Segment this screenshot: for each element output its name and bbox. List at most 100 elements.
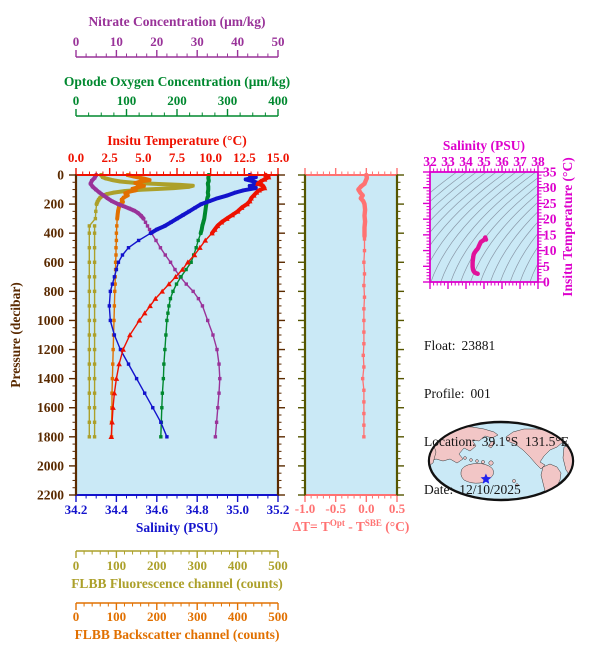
svg-text:1800: 1800 (37, 429, 64, 444)
salinity-axis: 34.2 34.4 34.6 34.8 35.0 35.2 Salinity (PSU) (65, 502, 290, 535)
date-value: 12/10/2025 (459, 482, 521, 497)
svg-text:400: 400 (228, 609, 248, 624)
date-label: Date: (424, 482, 454, 497)
date-info-line: Date: 12/10/2025 (424, 482, 569, 498)
svg-text:34.4: 34.4 (105, 502, 128, 517)
svg-text:Insitu Temperature (°C): Insitu Temperature (°C) (107, 133, 246, 148)
svg-text:33: 33 (441, 154, 455, 169)
float-info: Float: 23881 Profile: 001 Location: 39.1°S … (424, 306, 569, 530)
float-value: 23881 (461, 338, 496, 353)
svg-text:300: 300 (218, 93, 238, 108)
svg-text:Insitu Temperature (°C): Insitu Temperature (°C) (560, 157, 575, 296)
svg-text:34.2: 34.2 (65, 502, 88, 517)
svg-text:Optode Oxygen Concentration (μ: Optode Oxygen Concentration (μm/kg) (64, 74, 290, 89)
svg-text:0.5: 0.5 (389, 501, 406, 516)
svg-text:35.2: 35.2 (267, 502, 290, 517)
svg-text:15: 15 (543, 227, 557, 242)
svg-text:200: 200 (147, 558, 167, 573)
svg-text:35: 35 (543, 165, 557, 180)
svg-text:5: 5 (543, 259, 550, 274)
svg-text:30: 30 (191, 34, 204, 49)
svg-text:10.0: 10.0 (199, 150, 222, 165)
ts-plot (430, 172, 538, 282)
svg-text:1400: 1400 (37, 371, 64, 386)
svg-text:1000: 1000 (37, 313, 64, 328)
svg-text:0: 0 (73, 34, 80, 49)
svg-text:100: 100 (107, 609, 127, 624)
svg-text:0: 0 (543, 275, 550, 290)
svg-text:0: 0 (73, 609, 80, 624)
svg-text:100: 100 (107, 558, 127, 573)
profile-label: Profile: (424, 386, 465, 401)
svg-text:2200: 2200 (37, 488, 64, 503)
svg-text:25: 25 (543, 196, 557, 211)
svg-text:35: 35 (477, 154, 491, 169)
svg-text:34.6: 34.6 (145, 502, 168, 517)
svg-text:50: 50 (272, 34, 285, 49)
float-info-line: Float: 23881 (424, 338, 569, 354)
svg-text:35.0: 35.0 (226, 502, 249, 517)
svg-text:32: 32 (423, 154, 437, 169)
svg-text:300: 300 (187, 558, 207, 573)
svg-text:FLBB Backscatter channel (coun: FLBB Backscatter channel (counts) (75, 627, 280, 642)
plot-backgrounds (76, 172, 538, 495)
svg-text:ΔT= TOpt - TSBE (°C): ΔT= TOpt - TSBE (°C) (293, 518, 410, 534)
svg-text:34.8: 34.8 (186, 502, 209, 517)
delta-t-plot (356, 172, 370, 439)
backscatter-ruler: 0 100 200 300 400 500 FLBB Backscatter channel… (73, 602, 288, 642)
profile-value: 001 (470, 386, 491, 401)
svg-text:400: 400 (228, 558, 248, 573)
oxygen-ruler: 0 100 200 300 400 Optode Oxygen Concentration… (64, 74, 290, 117)
profile-series (87, 172, 272, 440)
svg-text:Salinity (PSU): Salinity (PSU) (136, 520, 218, 535)
svg-text:Nitrate Concentration (μm/kg): Nitrate Concentration (μm/kg) (88, 14, 265, 29)
svg-text:0: 0 (73, 558, 80, 573)
svg-text:400: 400 (44, 226, 65, 241)
pressure-axis: 0 200 400 600 800 1000 1200 1400 1600 1800 2000 220… (8, 168, 64, 503)
svg-text:12.5: 12.5 (233, 150, 256, 165)
svg-text:36: 36 (495, 154, 509, 169)
svg-text:100: 100 (117, 93, 137, 108)
svg-text:500: 500 (268, 558, 288, 573)
location-label: Location: (424, 434, 476, 449)
svg-text:20: 20 (543, 212, 557, 227)
svg-text:800: 800 (44, 284, 65, 299)
delta-t-frame: -1.0 -0.5 0.0 0.5 ΔT= TOpt - TSBE (°C) (293, 168, 410, 534)
ts-curve (470, 235, 489, 276)
svg-text:0.0: 0.0 (68, 150, 84, 165)
svg-text:15.0: 15.0 (267, 150, 290, 165)
svg-text:38: 38 (531, 154, 545, 169)
svg-text:40: 40 (231, 34, 244, 49)
svg-text:0: 0 (73, 93, 80, 108)
nitrate-ruler: 0 10 20 30 40 50 Nitrate Concentration (μm/kg) (73, 14, 285, 58)
temperature-axis: 0.0 2.5 5.0 7.5 10.0 12.5 15.0 Insitu Temperatu… (68, 133, 290, 165)
svg-text:37: 37 (513, 154, 527, 169)
fluorescence_b-profile (92, 224, 97, 439)
svg-text:-1.0: -1.0 (295, 501, 316, 516)
svg-text:7.5: 7.5 (169, 150, 186, 165)
svg-text:200: 200 (147, 609, 167, 624)
salinity-profile (107, 173, 262, 439)
svg-text:0.0: 0.0 (358, 501, 374, 516)
svg-text:300: 300 (187, 609, 207, 624)
svg-text:-0.5: -0.5 (325, 501, 346, 516)
svg-text:0: 0 (57, 168, 64, 183)
svg-text:2.5: 2.5 (102, 150, 119, 165)
svg-text:200: 200 (44, 197, 65, 212)
svg-text:Salinity (PSU): Salinity (PSU) (443, 138, 525, 153)
svg-text:30: 30 (543, 180, 557, 195)
svg-text:20: 20 (150, 34, 163, 49)
svg-text:5.0: 5.0 (135, 150, 151, 165)
svg-text:600: 600 (44, 255, 65, 270)
location-star (480, 473, 492, 484)
svg-text:10: 10 (543, 243, 557, 258)
svg-text:34: 34 (459, 154, 473, 169)
svg-text:FLBB Fluorescence channel (cou: FLBB Fluorescence channel (counts) (71, 576, 283, 591)
density-contours (430, 172, 538, 282)
location-info-line: Location: 39.1°S 131.5°E (424, 434, 569, 450)
temperature-profile (108, 172, 272, 440)
svg-text:10: 10 (110, 34, 123, 49)
profile-info-line: Profile: 001 (424, 386, 569, 402)
